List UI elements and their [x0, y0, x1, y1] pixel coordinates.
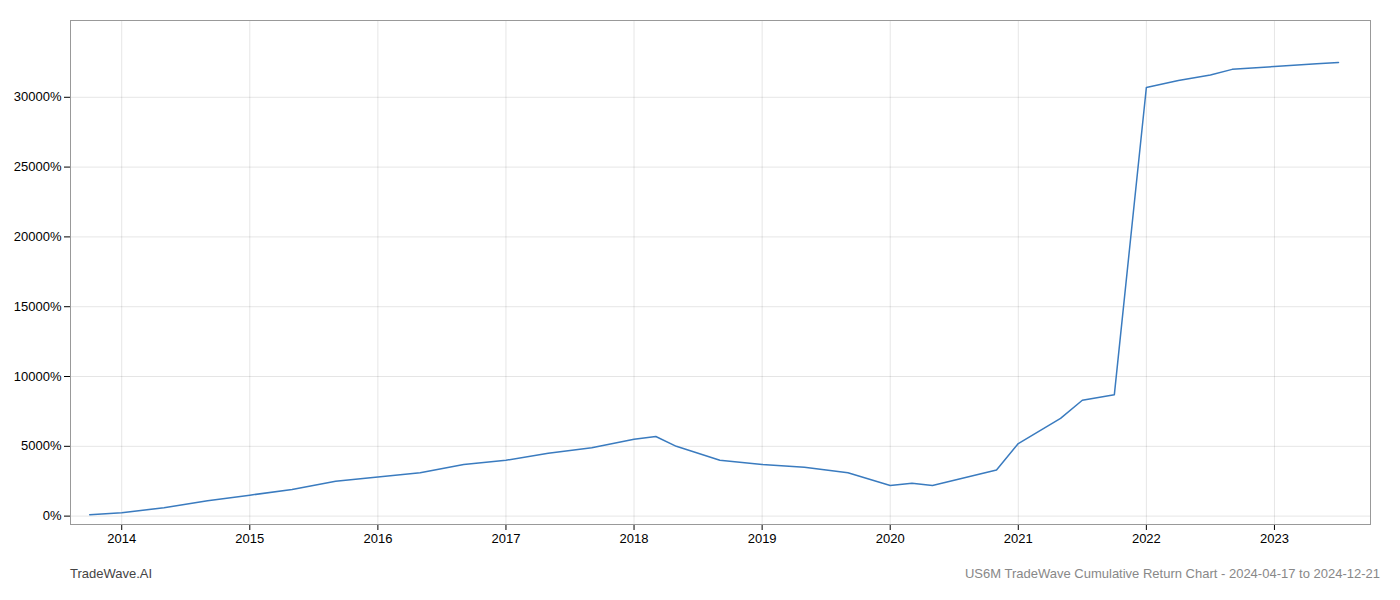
svg-text:10000%: 10000%: [14, 369, 62, 384]
svg-text:2021: 2021: [1004, 531, 1033, 546]
svg-text:2023: 2023: [1260, 531, 1289, 546]
svg-text:20000%: 20000%: [14, 229, 62, 244]
svg-text:25000%: 25000%: [14, 159, 62, 174]
svg-text:2019: 2019: [748, 531, 777, 546]
svg-text:5000%: 5000%: [21, 438, 62, 453]
html-text:US6M TradeWave Cumulative Retu: US6M TradeWave Cumulative Return Chart -…: [965, 566, 1380, 581]
svg-text:2014: 2014: [107, 531, 136, 546]
svg-text:30000%: 30000%: [14, 89, 62, 104]
html-text:TradeWave.AI: TradeWave.AI: [70, 566, 153, 581]
svg-text:0%: 0%: [43, 508, 62, 523]
svg-text:2017: 2017: [492, 531, 521, 546]
svg-text:2020: 2020: [876, 531, 905, 546]
svg-text:2022: 2022: [1132, 531, 1161, 546]
svg-text:2015: 2015: [235, 531, 264, 546]
svg-text:2016: 2016: [363, 531, 392, 546]
svg-text:15000%: 15000%: [14, 299, 62, 314]
svg-text:2018: 2018: [620, 531, 649, 546]
